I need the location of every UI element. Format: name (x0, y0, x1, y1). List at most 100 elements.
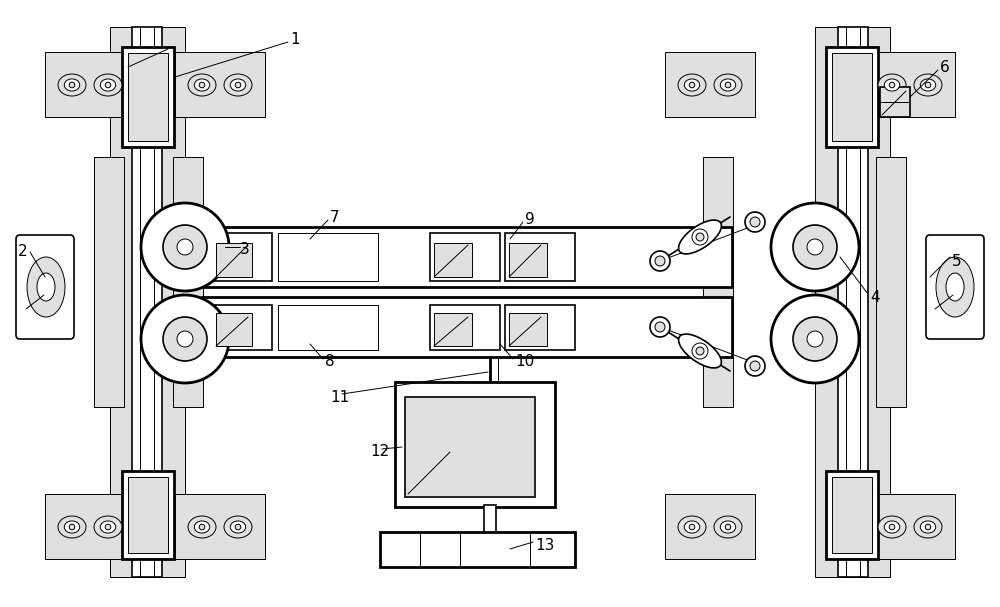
Circle shape (793, 225, 837, 269)
Ellipse shape (678, 516, 706, 538)
Ellipse shape (878, 516, 906, 538)
Bar (216, 313, 252, 346)
Circle shape (925, 524, 931, 530)
Text: 4: 4 (870, 290, 880, 305)
Ellipse shape (920, 79, 936, 91)
Circle shape (771, 203, 859, 291)
Ellipse shape (94, 74, 122, 96)
Bar (430, 233, 500, 281)
Bar (216, 243, 252, 277)
Bar (865, 494, 955, 559)
Ellipse shape (678, 74, 706, 96)
Bar (876, 157, 906, 407)
Circle shape (177, 239, 193, 255)
Ellipse shape (920, 521, 936, 533)
Bar (45, 494, 135, 559)
Bar (927, 237, 982, 337)
Ellipse shape (100, 79, 116, 91)
Ellipse shape (188, 74, 216, 96)
Bar (434, 313, 472, 346)
Bar (175, 494, 265, 559)
Circle shape (745, 212, 765, 232)
Circle shape (696, 233, 704, 241)
Bar (395, 382, 555, 507)
Bar (484, 505, 496, 535)
Circle shape (105, 524, 111, 530)
Circle shape (889, 524, 895, 530)
Circle shape (725, 524, 731, 530)
Ellipse shape (64, 521, 80, 533)
Text: 13: 13 (535, 538, 554, 552)
Bar (815, 27, 890, 577)
Bar (665, 494, 755, 559)
Bar (505, 305, 575, 350)
Bar (202, 297, 732, 357)
Circle shape (141, 203, 229, 291)
Ellipse shape (230, 521, 246, 533)
Circle shape (69, 524, 75, 530)
Ellipse shape (714, 516, 742, 538)
Circle shape (750, 361, 760, 371)
Ellipse shape (194, 79, 210, 91)
Ellipse shape (58, 516, 86, 538)
Bar (838, 27, 868, 577)
Bar (826, 47, 878, 147)
Ellipse shape (37, 273, 55, 301)
Ellipse shape (188, 516, 216, 538)
Circle shape (163, 225, 207, 269)
Bar (202, 227, 732, 287)
Bar (832, 53, 872, 141)
Ellipse shape (230, 79, 246, 91)
Circle shape (725, 82, 731, 88)
Ellipse shape (720, 521, 736, 533)
Circle shape (689, 82, 695, 88)
Bar (665, 52, 755, 117)
Ellipse shape (946, 273, 964, 301)
Text: 3: 3 (240, 242, 250, 257)
Circle shape (793, 317, 837, 361)
Bar (128, 477, 168, 553)
Circle shape (696, 347, 704, 355)
Circle shape (745, 356, 765, 376)
Circle shape (235, 82, 241, 88)
Circle shape (69, 82, 75, 88)
Circle shape (163, 317, 207, 361)
Bar (278, 233, 378, 281)
Circle shape (655, 322, 665, 332)
Ellipse shape (914, 516, 942, 538)
Ellipse shape (720, 79, 736, 91)
Circle shape (750, 217, 760, 227)
Bar (509, 243, 547, 277)
Ellipse shape (64, 79, 80, 91)
Ellipse shape (884, 521, 900, 533)
Circle shape (692, 343, 708, 359)
Ellipse shape (884, 79, 900, 91)
Bar (430, 305, 500, 350)
Bar (122, 47, 174, 147)
Text: 2: 2 (18, 245, 28, 260)
FancyBboxPatch shape (16, 235, 74, 339)
Bar (865, 52, 955, 117)
Bar (18, 237, 73, 337)
Bar (175, 52, 265, 117)
Circle shape (199, 82, 205, 88)
Circle shape (650, 317, 670, 337)
Circle shape (177, 331, 193, 347)
Circle shape (692, 229, 708, 245)
Bar (132, 27, 162, 577)
Bar (45, 52, 135, 117)
Circle shape (689, 524, 695, 530)
Circle shape (105, 82, 111, 88)
Bar (122, 471, 174, 559)
Circle shape (807, 239, 823, 255)
Ellipse shape (100, 521, 116, 533)
Ellipse shape (684, 79, 700, 91)
Ellipse shape (194, 521, 210, 533)
Ellipse shape (224, 516, 252, 538)
Text: 12: 12 (370, 444, 389, 459)
Text: 10: 10 (515, 354, 534, 370)
Text: 6: 6 (940, 59, 950, 75)
Bar (94, 157, 124, 407)
Bar (434, 243, 472, 277)
Circle shape (655, 256, 665, 266)
